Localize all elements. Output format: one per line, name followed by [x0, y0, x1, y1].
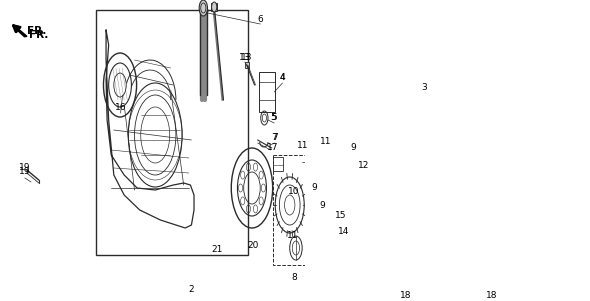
Text: 10: 10 — [288, 188, 300, 197]
Text: FR.: FR. — [30, 30, 49, 40]
Text: 5: 5 — [271, 113, 277, 123]
Text: 7: 7 — [271, 134, 277, 142]
Text: 4: 4 — [280, 73, 286, 82]
Text: 14: 14 — [339, 228, 350, 237]
Text: 11: 11 — [320, 138, 332, 147]
Bar — [273, 155, 335, 265]
Text: 6: 6 — [257, 15, 263, 24]
Bar — [480, 268, 493, 282]
Text: FR.: FR. — [27, 26, 46, 36]
Text: 18: 18 — [400, 290, 411, 299]
Bar — [245, 62, 250, 68]
Text: 3: 3 — [421, 83, 427, 92]
Circle shape — [199, 0, 208, 16]
Text: 13: 13 — [239, 52, 251, 61]
Text: 19: 19 — [18, 163, 30, 172]
Text: 7: 7 — [272, 134, 278, 142]
Text: 16: 16 — [115, 104, 126, 113]
Text: 9: 9 — [311, 184, 317, 193]
Text: 18: 18 — [486, 290, 497, 299]
Text: 12: 12 — [358, 160, 369, 169]
Text: 21: 21 — [212, 246, 223, 255]
Bar — [258, 72, 276, 112]
Text: 4: 4 — [280, 73, 286, 82]
Text: 19: 19 — [19, 167, 31, 176]
Text: 9: 9 — [350, 144, 356, 153]
Text: 9: 9 — [319, 201, 324, 210]
Text: 8: 8 — [291, 274, 297, 283]
Text: 15: 15 — [335, 212, 346, 221]
Text: 20: 20 — [248, 240, 259, 250]
Bar — [273, 157, 283, 171]
Bar — [395, 268, 407, 282]
Text: 11: 11 — [287, 231, 298, 240]
Text: 5: 5 — [270, 113, 276, 123]
Text: 11: 11 — [297, 141, 309, 150]
Bar — [96, 10, 248, 255]
Circle shape — [326, 167, 332, 177]
Circle shape — [212, 2, 217, 12]
Text: 17: 17 — [267, 144, 278, 153]
Bar — [211, 3, 217, 11]
Text: 13: 13 — [241, 54, 252, 63]
Text: 2: 2 — [189, 286, 194, 294]
